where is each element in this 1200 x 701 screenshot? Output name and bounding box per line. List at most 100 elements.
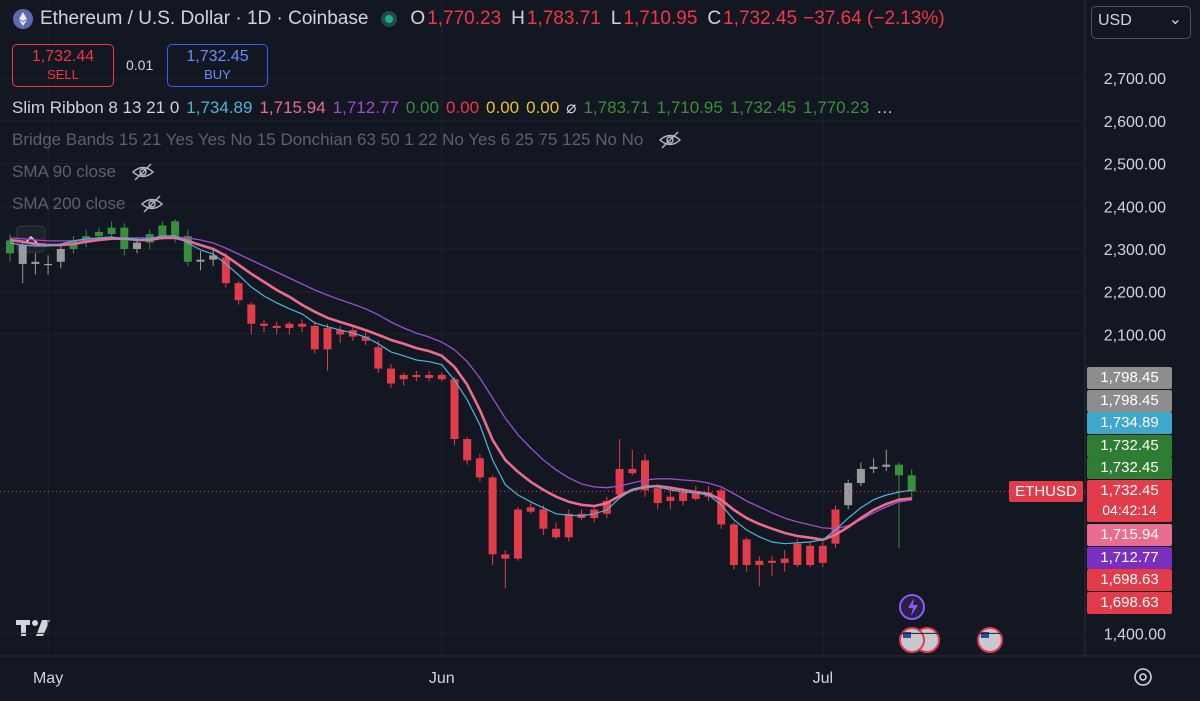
- change: −37.64 (−2.13%): [803, 8, 945, 29]
- indicator-value: 1,770.23: [803, 98, 870, 117]
- hidden-icon[interactable]: [140, 195, 164, 213]
- ohlc-item: O 1,770.23: [410, 8, 501, 30]
- indicator-value: 1,715.94: [259, 98, 326, 117]
- candle-body: [285, 323, 294, 328]
- x-tick-label: Jul: [813, 670, 833, 687]
- hidden-icon[interactable]: [658, 131, 682, 149]
- candle-body: [399, 374, 408, 380]
- price-tag-label: 1,698.63: [1100, 593, 1159, 611]
- spread: 0.01: [126, 57, 154, 73]
- candles: [6, 219, 916, 589]
- candle-body: [425, 374, 434, 378]
- ohlc-value: 1,732.45: [723, 8, 798, 29]
- ohlc-key: H: [511, 8, 525, 29]
- price-tag-label: 1,732.45: [1100, 459, 1159, 477]
- currency: USD: [1098, 12, 1132, 29]
- price-tag: 1,698.63: [1087, 569, 1172, 592]
- candle-body: [869, 466, 878, 469]
- candle-body: [729, 524, 738, 566]
- candle-body: [336, 330, 345, 335]
- x-tick-label: Jun: [429, 670, 455, 687]
- candle-body: [94, 231, 103, 237]
- candle-body: [247, 304, 256, 324]
- indicator-row: Bridge Bands 15 21 Yes Yes No 15 Donchia…: [12, 130, 682, 150]
- ohlc-key: C: [707, 8, 722, 29]
- ribbon-line: [9, 236, 912, 542]
- symbol-name: Ethereum / U.S. Dollar · 1D · Coinbase: [40, 8, 369, 29]
- buy-button[interactable]: 1,732.45 BUY: [167, 44, 268, 87]
- candle-body: [882, 464, 891, 467]
- price-tag-label: 1,712.77: [1100, 548, 1159, 566]
- market-status: [381, 11, 398, 27]
- candle-body: [6, 240, 14, 254]
- candle-body: [260, 323, 268, 326]
- candle-body: [717, 490, 726, 525]
- candle-body: [526, 507, 535, 512]
- event-icons[interactable]: [899, 594, 1003, 653]
- candle-body: [907, 475, 916, 492]
- y-tick-label: 1,400.00: [1104, 626, 1166, 643]
- indicator-name: SMA 90 close: [12, 162, 116, 181]
- ohlc-value: 1,710.95: [623, 8, 698, 29]
- y-tick-label: 2,600.00: [1104, 114, 1166, 131]
- y-tick-label: 2,500.00: [1104, 157, 1166, 174]
- candle-body: [272, 325, 281, 328]
- ohlc-value: 1,783.71: [526, 8, 601, 29]
- ohlc-item: C 1,732.45: [707, 8, 797, 30]
- ohlc-item: L 1,710.95: [611, 8, 698, 30]
- buy-price: 1,732.45: [186, 48, 249, 65]
- ribbon-line: [9, 236, 912, 530]
- indicator-name: Slim Ribbon 8 13 21 0: [12, 98, 180, 117]
- price-tag-label: 1,732.45: [1100, 436, 1159, 454]
- indicator-name: SMA 200 close: [12, 194, 126, 213]
- sell-button[interactable]: 1,732.44 SELL: [12, 44, 114, 87]
- candle-body: [666, 496, 675, 501]
- chevron: ⌄: [1168, 11, 1182, 28]
- price-tag: 1,698.63: [1087, 591, 1172, 614]
- y-tick-label: 2,400.00: [1104, 199, 1166, 216]
- settings-icon[interactable]: [1134, 668, 1152, 686]
- pupil: [139, 168, 147, 176]
- candle-body: [310, 325, 319, 350]
- pupil: [148, 200, 157, 208]
- ribbon-line: [9, 235, 912, 545]
- buy-label: BUY: [204, 67, 231, 82]
- candle-body: [31, 261, 40, 264]
- indicator-value: ⌀: [566, 98, 577, 117]
- candle-body: [133, 242, 141, 249]
- indicator-value: 1,732.45: [729, 98, 797, 117]
- candle-body: [755, 560, 764, 566]
- candle-body: [475, 458, 484, 478]
- ohlc: O 1,770.23 H 1,783.71 L 1,710.95 C 1,732.45: [410, 8, 797, 30]
- candle-body: [793, 543, 802, 566]
- hidden-icon[interactable]: [131, 163, 155, 181]
- candle-body: [323, 328, 332, 350]
- candle-body: [183, 236, 192, 262]
- indicator-value: 0.00: [486, 98, 520, 117]
- indicator-value: 1,712.77: [332, 98, 399, 117]
- candle-body: [374, 347, 383, 369]
- candle-body: [298, 323, 307, 327]
- price-tag: 1,798.45: [1087, 389, 1172, 412]
- strike: [661, 131, 679, 149]
- indicator-value: 0.00: [405, 98, 439, 117]
- candle-body: [44, 263, 53, 266]
- candle-body: [895, 464, 903, 476]
- candle-body: [463, 439, 472, 461]
- indicator-value: 1,710.95: [656, 98, 723, 117]
- candle-body: [653, 488, 662, 504]
- y-tick-label: 2,100.00: [1104, 327, 1166, 344]
- currency-select[interactable]: USD ⌄: [1091, 6, 1191, 39]
- candle-body: [768, 560, 776, 563]
- price-tag-label: 1,734.89: [1100, 414, 1159, 432]
- ohlc-key: L: [610, 8, 622, 29]
- candle-body: [171, 221, 180, 239]
- candle-body: [158, 225, 167, 237]
- sell-price: 1,732.44: [31, 48, 95, 65]
- candle-body: [831, 509, 840, 544]
- candle-body: [806, 545, 815, 566]
- price-tag-label: 1,798.45: [1100, 369, 1159, 386]
- y-tick-label: 2,200.00: [1104, 285, 1166, 302]
